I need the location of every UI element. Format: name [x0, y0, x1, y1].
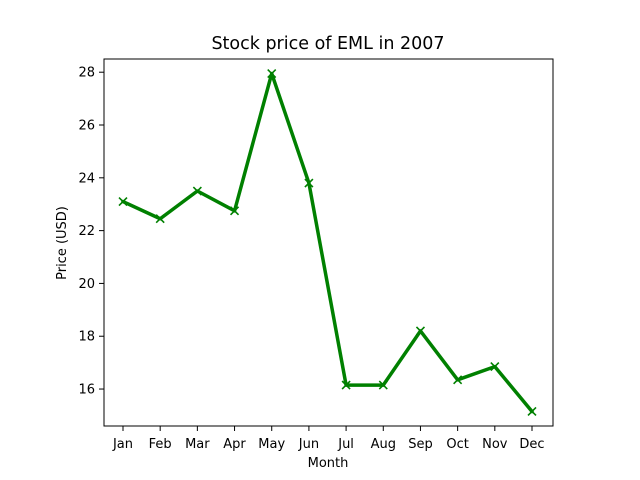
y-axis-label: Price (USD)	[55, 206, 70, 280]
y-tick-label: 18	[78, 330, 95, 345]
x-tick-label: Jul	[337, 437, 354, 452]
chart-title: Stock price of EML in 2007	[211, 34, 444, 54]
y-tick-label: 26	[78, 119, 95, 134]
data-point-marker	[155, 214, 165, 224]
x-tick-label: Aug	[371, 437, 396, 452]
data-point-marker	[378, 380, 388, 390]
x-tick-label: Oct	[446, 437, 468, 452]
plot-area: Jan Feb Mar Apr May Jun Jul Aug Sep Oct Nov Dec 16 18…	[78, 58, 554, 452]
data-point-marker	[415, 326, 426, 336]
x-tick-label: Nov	[482, 437, 508, 452]
data-point-marker	[490, 362, 500, 372]
x-tick-label: Jan	[112, 437, 133, 452]
x-tick-label: May	[258, 437, 285, 452]
data-point-marker	[304, 178, 314, 188]
x-tick-label: Apr	[223, 437, 246, 452]
x-tick-label: Mar	[185, 437, 210, 452]
x-tick-label: Jun	[298, 437, 319, 452]
series-line	[121, 71, 534, 414]
data-point-marker	[118, 197, 128, 207]
x-axis-label: Month	[308, 456, 349, 471]
x-tick-label: Sep	[408, 437, 433, 452]
data-point-marker	[453, 375, 463, 385]
y-tick-label: 16	[78, 383, 95, 398]
y-tick-label: 22	[78, 224, 95, 239]
y-tick-label: 24	[78, 171, 95, 186]
data-point-marker	[192, 186, 202, 196]
x-tick-label: Feb	[149, 437, 172, 452]
x-tick-label: Dec	[519, 437, 544, 452]
data-point-marker	[267, 68, 277, 79]
y-tick-label: 28	[78, 66, 95, 81]
data-point-marker	[341, 380, 351, 390]
y-tick-label: 20	[78, 277, 95, 292]
plot-frame	[103, 58, 554, 427]
data-point-marker	[229, 206, 240, 216]
data-point-marker	[527, 406, 537, 417]
